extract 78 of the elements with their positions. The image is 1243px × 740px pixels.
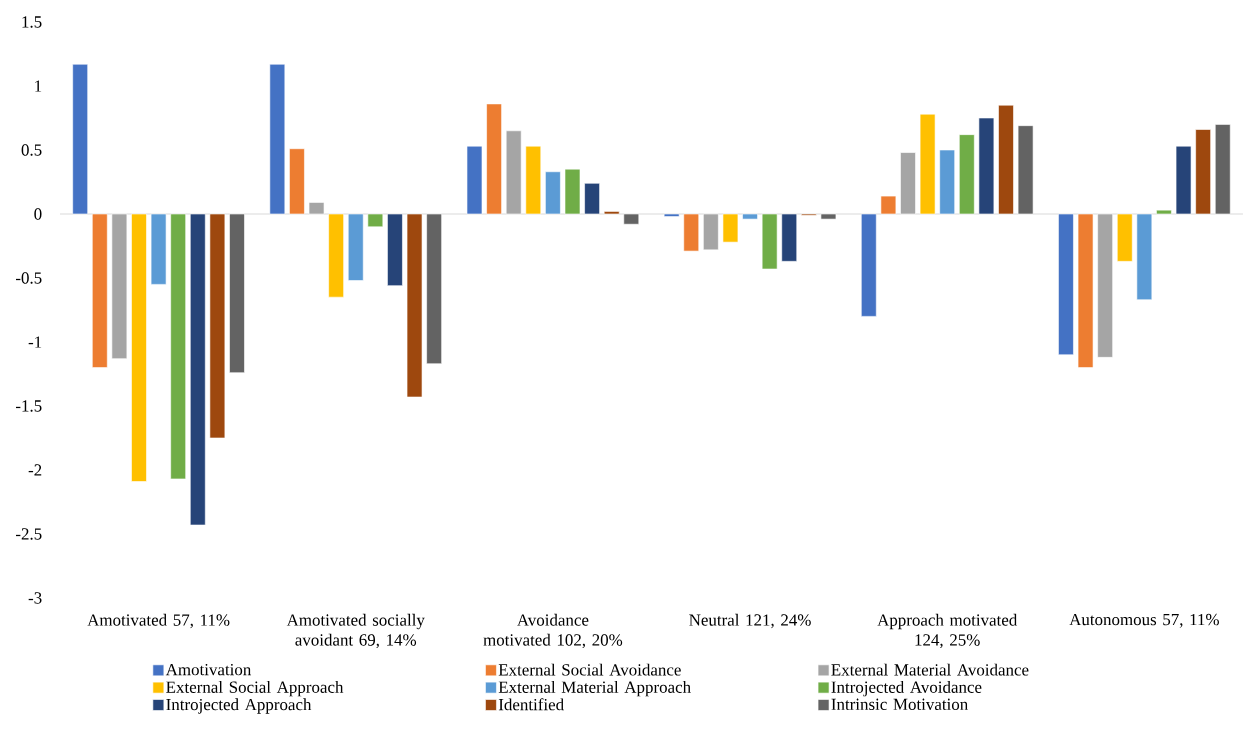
bar <box>742 213 758 220</box>
bar <box>406 213 423 398</box>
x-tick-label: Autonomous 57, 11% <box>1069 613 1219 628</box>
y-tick-label: 1 <box>35 80 42 92</box>
bar <box>91 213 108 368</box>
bar <box>289 148 305 215</box>
bar <box>820 213 837 220</box>
x-tick-label: Amotivated socially avoidant 69, 14% <box>286 613 425 649</box>
bar <box>722 213 739 243</box>
y-tick-label: -0.5 <box>15 272 42 284</box>
bar <box>1175 145 1192 215</box>
x-tick-label: Neutral 121, 24% <box>689 613 811 629</box>
y-tick-label: -3 <box>28 592 42 604</box>
bar <box>761 213 778 270</box>
y-tick-label: 1.5 <box>22 16 42 28</box>
bar <box>998 104 1014 215</box>
bar <box>1017 125 1034 215</box>
bar <box>367 213 384 228</box>
bar <box>919 113 936 215</box>
bar <box>131 213 147 482</box>
bar <box>1116 213 1133 262</box>
bar <box>959 134 975 215</box>
y-tick-label: -1.5 <box>15 400 42 412</box>
bar <box>564 168 581 215</box>
legend-label: Introjected Avoidance <box>831 680 982 697</box>
bar <box>486 103 502 215</box>
x-tick-label: Avoidance motivated 102, 20% <box>483 613 623 649</box>
legend-label: Amotivation <box>165 663 252 676</box>
y-tick-label: -1 <box>28 336 42 348</box>
x-tick-label: Amotivated 57, 11% <box>87 613 230 629</box>
bar <box>900 152 916 215</box>
bar <box>1195 129 1211 215</box>
bar <box>1156 209 1172 215</box>
legend-label: External Social Approach <box>166 680 344 697</box>
bar <box>229 213 245 373</box>
bar <box>150 213 167 285</box>
bar <box>781 213 798 262</box>
bar <box>466 145 483 215</box>
bar <box>1058 213 1074 356</box>
bar <box>308 202 325 215</box>
bar <box>1136 213 1153 301</box>
bar <box>525 145 542 215</box>
bar <box>545 171 561 215</box>
legend-label: Identified <box>498 698 564 711</box>
legend-label: External Social Avoidance <box>498 663 681 676</box>
bar <box>72 63 88 215</box>
bar <box>1097 213 1113 358</box>
bar <box>663 213 680 217</box>
y-tick-label: -2 <box>28 464 42 476</box>
bar <box>328 213 344 298</box>
bar <box>387 213 403 286</box>
legend-label: Intrinsic Motivation <box>831 698 968 710</box>
y-tick-label: 0 <box>34 208 42 220</box>
bar <box>880 195 897 215</box>
y-tick-label: 0.5 <box>21 144 42 156</box>
bar <box>170 213 186 480</box>
bar <box>1077 213 1094 368</box>
bar <box>111 213 128 359</box>
bar <box>939 149 955 215</box>
bar <box>683 213 700 252</box>
bar <box>603 211 620 215</box>
bar <box>209 213 226 439</box>
bar <box>861 213 877 317</box>
y-tick-label: -2.5 <box>15 528 42 540</box>
bar <box>189 213 206 526</box>
bar <box>623 213 640 225</box>
legend-label: Introjected Approach <box>166 698 312 714</box>
legend-label: External Material Approach <box>498 680 691 697</box>
bar <box>347 213 364 281</box>
bar <box>426 213 442 365</box>
x-tick-label: Approach motivated 124, 25% <box>877 613 1018 649</box>
legend-label: External Material Avoidance <box>831 663 1029 676</box>
bar <box>1214 124 1231 215</box>
bar <box>584 182 600 215</box>
bar <box>505 130 522 215</box>
bar <box>703 213 719 251</box>
bar <box>269 63 286 215</box>
bar <box>978 117 995 215</box>
